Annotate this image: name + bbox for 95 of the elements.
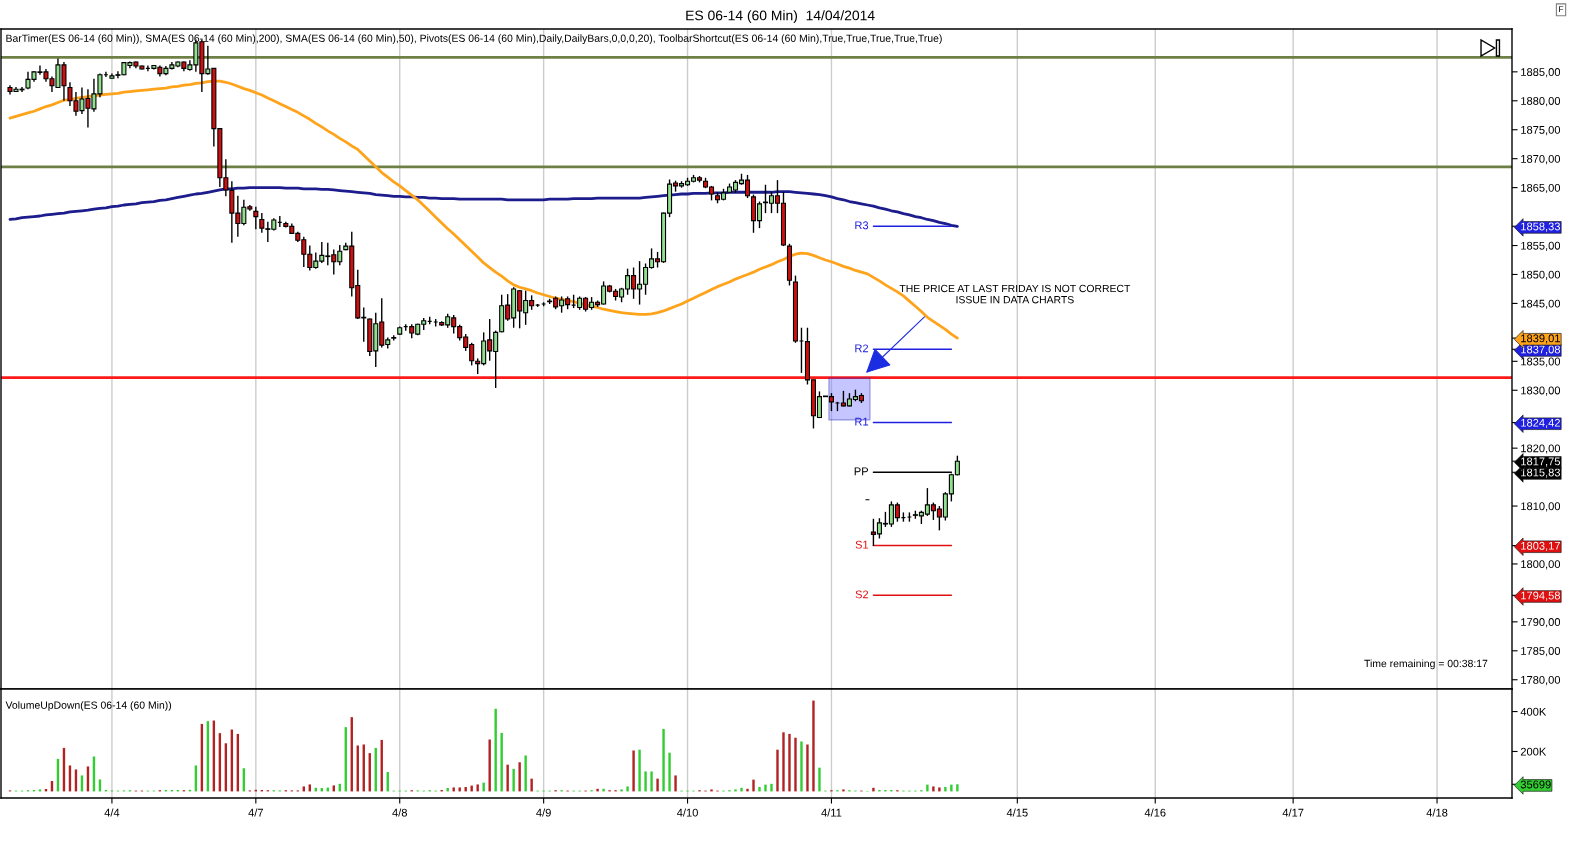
- annotation: BarTimer(ES 06-14 (60 Min)), SMA(ES 06-14 (60 Min),200), SMA(ES 06-14 (60 Min),50), Pivots(ES 06-14 (60 Min),Daily,DailyBars,0,0,0,20), ToolbarShortcut(ES 06-14 (60 Min),True,True,True,True,True): [6, 34, 942, 44]
- y-tick-label: 1875,00: [1521, 126, 1561, 136]
- bar: [476, 784, 479, 792]
- bar: [764, 784, 767, 792]
- bar: [632, 750, 635, 792]
- y-tick-label: 200K: [1520, 747, 1547, 756]
- series-label: R2: [855, 344, 869, 353]
- bar: [932, 786, 935, 792]
- bar: [776, 749, 779, 792]
- bar: [746, 788, 749, 792]
- series-label: PP: [854, 467, 869, 476]
- bar: [470, 785, 473, 792]
- bar: [512, 768, 515, 792]
- bar: [944, 787, 947, 792]
- bar: [464, 787, 467, 792]
- bar: [782, 732, 785, 792]
- series-label: R3: [855, 221, 869, 230]
- x-tick-label: 4/11: [821, 808, 842, 817]
- bar: [524, 755, 527, 792]
- bar: [812, 700, 815, 792]
- bar: [488, 739, 491, 792]
- annotation: VolumeUpDown(ES 06-14 (60 Min)): [5, 701, 172, 711]
- y-tick-label: 1845,00: [1521, 299, 1561, 309]
- bar: [926, 784, 929, 792]
- bar: [770, 783, 773, 792]
- series-label: S1: [855, 540, 869, 549]
- y-tick-label: 1880,00: [1521, 97, 1561, 107]
- bar: [596, 788, 599, 792]
- bar: [626, 786, 629, 792]
- y-tick-label: 1820,00: [1521, 444, 1561, 454]
- text: F: [1559, 6, 1564, 12]
- y-tick-label: 1855,00: [1521, 241, 1561, 251]
- bar: [950, 784, 953, 792]
- bar: [650, 771, 653, 792]
- x-tick-label: 4/15: [1006, 808, 1028, 817]
- bar: [662, 728, 665, 792]
- bar: [806, 744, 809, 792]
- x-tick-label: 4/18: [1426, 808, 1448, 817]
- y-tick-label: 1850,00: [1521, 270, 1561, 280]
- y-tick-label: 1790,00: [1521, 618, 1561, 628]
- bar: [818, 767, 821, 792]
- bar: [740, 787, 743, 792]
- y-tick-label: 1835,00: [1521, 357, 1561, 367]
- series-label: S2: [855, 590, 869, 599]
- bar: [518, 762, 521, 792]
- series-label: R1: [855, 417, 869, 426]
- bar: [788, 733, 791, 792]
- bar: [752, 779, 755, 792]
- bar: [668, 752, 671, 792]
- y-tick-label: 1830,00: [1521, 386, 1561, 396]
- y-tick-label: 1837,08: [1521, 345, 1561, 355]
- annotation: THE PRICE AT LAST FRIDAY IS NOT CORRECT ISSUE IN DATA CHARTS: [899, 284, 1131, 304]
- y-tick-label: 1839,01: [1521, 334, 1560, 344]
- y-tick-label: 1803,17: [1521, 541, 1560, 552]
- bar: [956, 784, 959, 792]
- y-tick-label: 1800,00: [1521, 560, 1561, 570]
- bar: [602, 788, 605, 792]
- bar: [674, 775, 677, 792]
- bar: [938, 787, 941, 792]
- y-tick-label: 1817,75: [1521, 457, 1561, 467]
- x-tick-label: 4/4: [104, 808, 120, 817]
- bar: [872, 787, 875, 792]
- x-tick-label: 4/8: [392, 808, 407, 817]
- x-tick-label: 4/7: [248, 808, 263, 817]
- y-tick-label: 1865,00: [1521, 183, 1561, 194]
- y-tick-label: 400K: [1520, 707, 1547, 716]
- bar: [758, 787, 761, 792]
- bar: [638, 749, 641, 792]
- y-tick-label: 1885,00: [1521, 68, 1561, 78]
- x-tick-label: 4/17: [1282, 808, 1304, 817]
- bar: [506, 764, 509, 792]
- y-tick-label: 1810,00: [1521, 502, 1561, 512]
- chart-title: ES 06-14 (60 Min) 14/04/2014: [686, 10, 875, 24]
- bar: [494, 708, 497, 792]
- bar: [482, 782, 485, 792]
- y-tick-label: 1785,00: [1521, 647, 1561, 657]
- bar: [500, 732, 503, 792]
- x-tick-label: 4/10: [676, 808, 698, 817]
- y-tick-label: 1780,00: [1521, 676, 1561, 686]
- bar: [644, 771, 647, 792]
- bar: [794, 737, 797, 792]
- y-tick-label: 1858,33: [1521, 222, 1561, 232]
- candlestick: [253, 206, 259, 231]
- bar: [656, 778, 659, 792]
- x-tick-label: 4/9: [536, 808, 551, 817]
- bar: [530, 778, 533, 792]
- y-tick-label: 1815,83: [1521, 468, 1561, 478]
- bar: [458, 787, 461, 792]
- y-tick-label: 1794,58: [1521, 591, 1561, 601]
- y-tick-label: 1824,42: [1521, 418, 1560, 429]
- bar: [800, 741, 803, 792]
- y-tick-label: 35699: [1520, 780, 1551, 789]
- y-tick-label: 1870,00: [1521, 154, 1561, 165]
- x-tick-label: 4/16: [1144, 808, 1166, 817]
- annotation: Time remaining = 00:38:17: [1364, 659, 1488, 670]
